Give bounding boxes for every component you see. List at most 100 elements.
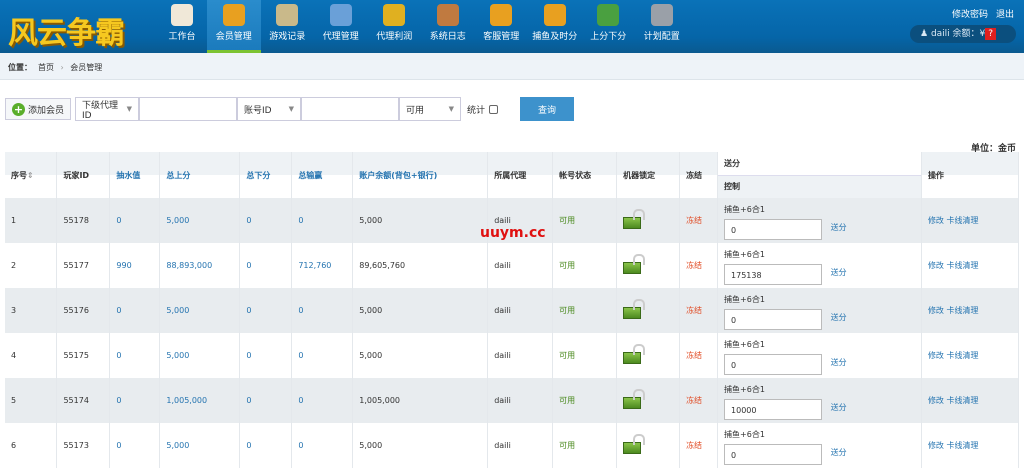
nav-icon [597, 4, 620, 26]
freeze-link[interactable]: 冻结 [679, 423, 719, 468]
clear-line-link[interactable]: 卡线清理 [946, 351, 979, 360]
plus-icon: + [12, 102, 25, 116]
nav-icon [329, 4, 352, 26]
send-amount-input[interactable]: 0 [724, 354, 823, 375]
edit-link[interactable]: 修改 [927, 261, 944, 270]
sort-icon[interactable]: ⇕ [27, 170, 34, 180]
send-button[interactable]: 送分 [830, 403, 847, 412]
edit-link[interactable]: 修改 [927, 441, 944, 450]
query-button[interactable]: 查询 [520, 97, 575, 121]
clear-line-link[interactable]: 卡线清理 [946, 261, 979, 270]
lock-icon[interactable] [623, 433, 646, 454]
change-password-link[interactable]: 修改密码 [951, 10, 988, 20]
nav-item[interactable]: 系统日志 [421, 0, 475, 53]
edit-link[interactable]: 修改 [927, 306, 944, 315]
freeze-link[interactable]: 冻结 [679, 378, 719, 423]
send-button[interactable]: 送分 [830, 223, 847, 232]
send-button[interactable]: 送分 [830, 313, 847, 322]
table-row: 6 55173 0 5,000 0 0 5,000 daili 可用 冻结 捕鱼… [5, 423, 1020, 468]
clear-line-link[interactable]: 卡线清理 [946, 216, 979, 225]
logo: 风云争霸 [8, 16, 125, 51]
nav-item[interactable]: 计划配置 [635, 0, 689, 53]
chevron-down-icon: ▼ [448, 105, 455, 113]
filter-type-select[interactable]: 下级代理ID ▼ [75, 97, 140, 121]
table-row: 3 55176 0 5,000 0 0 5,000 daili 可用 冻结 捕鱼… [5, 288, 1020, 333]
account-type-select[interactable]: 账号ID ▼ [237, 97, 302, 121]
nav-item[interactable]: 会员管理 [207, 0, 261, 53]
nav-item[interactable]: 上分下分 [582, 0, 636, 53]
nav-item[interactable]: 游戏记录 [261, 0, 315, 53]
agent-id-input[interactable] [139, 97, 238, 121]
header-cell: 帐号状态 [552, 152, 618, 198]
header-cell[interactable]: 总上分 [159, 152, 241, 198]
table-row: 4 55175 0 5,000 0 0 5,000 daili 可用 冻结 捕鱼… [5, 333, 1020, 378]
breadcrumb: 位置： 首页 › 会员管理 [0, 53, 1024, 80]
member-table: 序号⇕ 玩家ID 抽水值 总上分 总下分 总输赢 账户余额(背包+银行) 所属代理 帐号状态 机器… [5, 152, 1020, 468]
header-cell: 冻结 [679, 152, 719, 198]
nav-icon [276, 4, 299, 26]
toolbar: + 添加会员 下级代理ID ▼ 账号ID ▼ 可用 ▼ 统计 查询 [5, 96, 575, 122]
nav-icon [383, 4, 406, 26]
nav-icon [543, 4, 566, 26]
send-amount-input[interactable]: 175138 [724, 264, 823, 285]
send-amount-input[interactable]: 10000 [724, 399, 823, 420]
nav-icon [222, 4, 245, 26]
nav-item[interactable]: 代理利润 [368, 0, 422, 53]
header-send: 送分 [717, 152, 922, 175]
breadcrumb-home[interactable]: 首页 [38, 63, 54, 72]
lock-icon[interactable] [623, 253, 646, 274]
table-row: 1 55178 0 5,000 0 0 5,000 daili 可用 冻结 捕鱼… [5, 198, 1020, 243]
nav-home[interactable]: 工作台 [160, 4, 204, 42]
edit-link[interactable]: 修改 [927, 216, 944, 225]
nav-item[interactable]: 客服管理 [475, 0, 529, 53]
edit-link[interactable]: 修改 [927, 396, 944, 405]
clear-line-link[interactable]: 卡线清理 [946, 441, 979, 450]
unit-label: 单位：金币 [970, 144, 1016, 154]
send-button[interactable]: 送分 [830, 358, 847, 367]
freeze-link[interactable]: 冻结 [679, 288, 719, 333]
header-cell[interactable]: 抽水值 [109, 152, 161, 198]
header-cell[interactable]: 总下分 [239, 152, 293, 198]
lock-icon[interactable] [623, 343, 646, 364]
nav-item[interactable]: 代理管理 [314, 0, 368, 53]
header-cell[interactable]: 总输赢 [291, 152, 354, 198]
header-cell: 操作 [921, 152, 1020, 198]
stats-checkbox[interactable] [489, 104, 499, 114]
send-button[interactable]: 送分 [830, 448, 847, 457]
freeze-link[interactable]: 冻结 [679, 333, 719, 378]
nav-item[interactable]: 捕鱼及时分 [528, 0, 582, 53]
account-id-input[interactable] [301, 97, 400, 121]
watermark: uuym.cc [480, 225, 546, 241]
header-cell: 所属代理 [487, 152, 554, 198]
send-amount-input[interactable]: 0 [724, 444, 823, 465]
main-nav: 会员管理 游戏记录 代理管理 代理利润 系统日志 客服管理 捕鱼及时分 上分下分 计划配置 [207, 0, 689, 53]
top-header: 风云争霸 工作台 会员管理 游戏记录 代理管理 代理利润 系统日志 客服管理 捕鱼及时分 上分… [0, 0, 1024, 53]
status-select[interactable]: 可用 ▼ [399, 97, 462, 121]
send-amount-input[interactable]: 0 [724, 309, 823, 330]
balance-badge: ? [985, 28, 997, 40]
edit-link[interactable]: 修改 [927, 351, 944, 360]
clear-line-link[interactable]: 卡线清理 [946, 396, 979, 405]
add-member-button[interactable]: + 添加会员 [5, 98, 72, 120]
header-cell[interactable]: 账户余额(背包+银行) [352, 152, 489, 198]
send-button[interactable]: 送分 [830, 268, 847, 277]
header-cell: 机器锁定 [616, 152, 681, 198]
header-control: 控制 [717, 174, 922, 198]
header-cell[interactable]: 序号⇕ [5, 152, 58, 198]
logout-link[interactable]: 退出 [995, 10, 1014, 20]
chevron-down-icon: ▼ [288, 105, 295, 113]
freeze-link[interactable]: 冻结 [679, 243, 719, 288]
table-row: 5 55174 0 1,005,000 0 0 1,005,000 daili … [5, 378, 1020, 423]
lock-icon[interactable] [623, 208, 646, 229]
nav-icon [490, 4, 513, 26]
header-cell: 玩家ID [56, 152, 111, 198]
lock-icon[interactable] [623, 298, 646, 319]
table-row: 2 55177 990 88,893,000 0 712,760 89,605,… [5, 243, 1020, 288]
lock-icon[interactable] [623, 388, 646, 409]
nav-icon [436, 4, 459, 26]
freeze-link[interactable]: 冻结 [679, 198, 719, 243]
home-icon [171, 4, 193, 26]
send-amount-input[interactable]: 0 [724, 219, 823, 240]
user-info: ♟ daili 余额：¥? [910, 25, 1016, 43]
clear-line-link[interactable]: 卡线清理 [946, 306, 979, 315]
